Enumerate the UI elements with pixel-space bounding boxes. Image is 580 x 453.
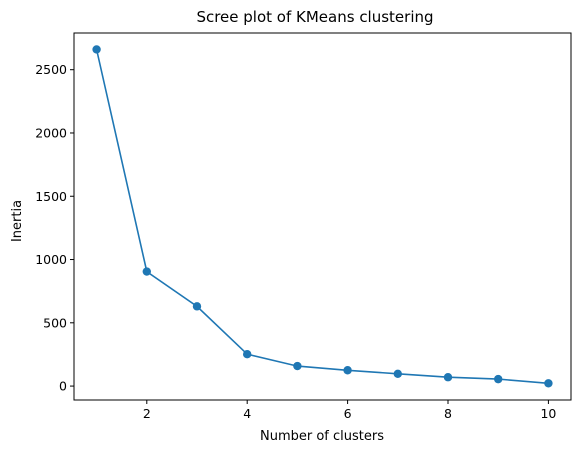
y-tick-label: 2000 <box>35 125 67 140</box>
data-point <box>142 267 151 276</box>
x-tick-label: 6 <box>344 406 352 421</box>
y-axis-ticks: 0 500 1000 1500 2000 2500 <box>35 62 74 394</box>
data-point <box>544 379 553 388</box>
x-tick-label: 4 <box>243 406 251 421</box>
y-axis-label: Inertia <box>10 200 25 242</box>
data-point <box>393 369 403 379</box>
y-tick-label: 1000 <box>35 252 67 267</box>
chart-title: Scree plot of KMeans clustering <box>196 8 433 26</box>
x-axis-label: Number of clusters <box>260 429 384 444</box>
y-tick-label: 1500 <box>35 189 67 204</box>
data-point <box>494 374 503 384</box>
data-point <box>443 373 453 382</box>
data-point <box>293 361 302 371</box>
plot-area <box>92 45 553 388</box>
x-tick-label: 8 <box>444 406 452 421</box>
x-axis-ticks: 2 4 6 8 10 <box>143 400 556 421</box>
series-line <box>95 49 549 385</box>
y-tick-label: 0 <box>59 379 67 394</box>
x-tick-label: 2 <box>143 406 151 421</box>
data-point <box>343 366 352 375</box>
data-point <box>242 349 252 359</box>
data-point <box>92 45 101 54</box>
axes-frame <box>73 32 572 401</box>
data-point <box>192 302 202 311</box>
y-tick-label: 500 <box>43 315 67 330</box>
x-tick-label: 10 <box>540 406 556 421</box>
y-tick-label: 2500 <box>35 62 67 77</box>
